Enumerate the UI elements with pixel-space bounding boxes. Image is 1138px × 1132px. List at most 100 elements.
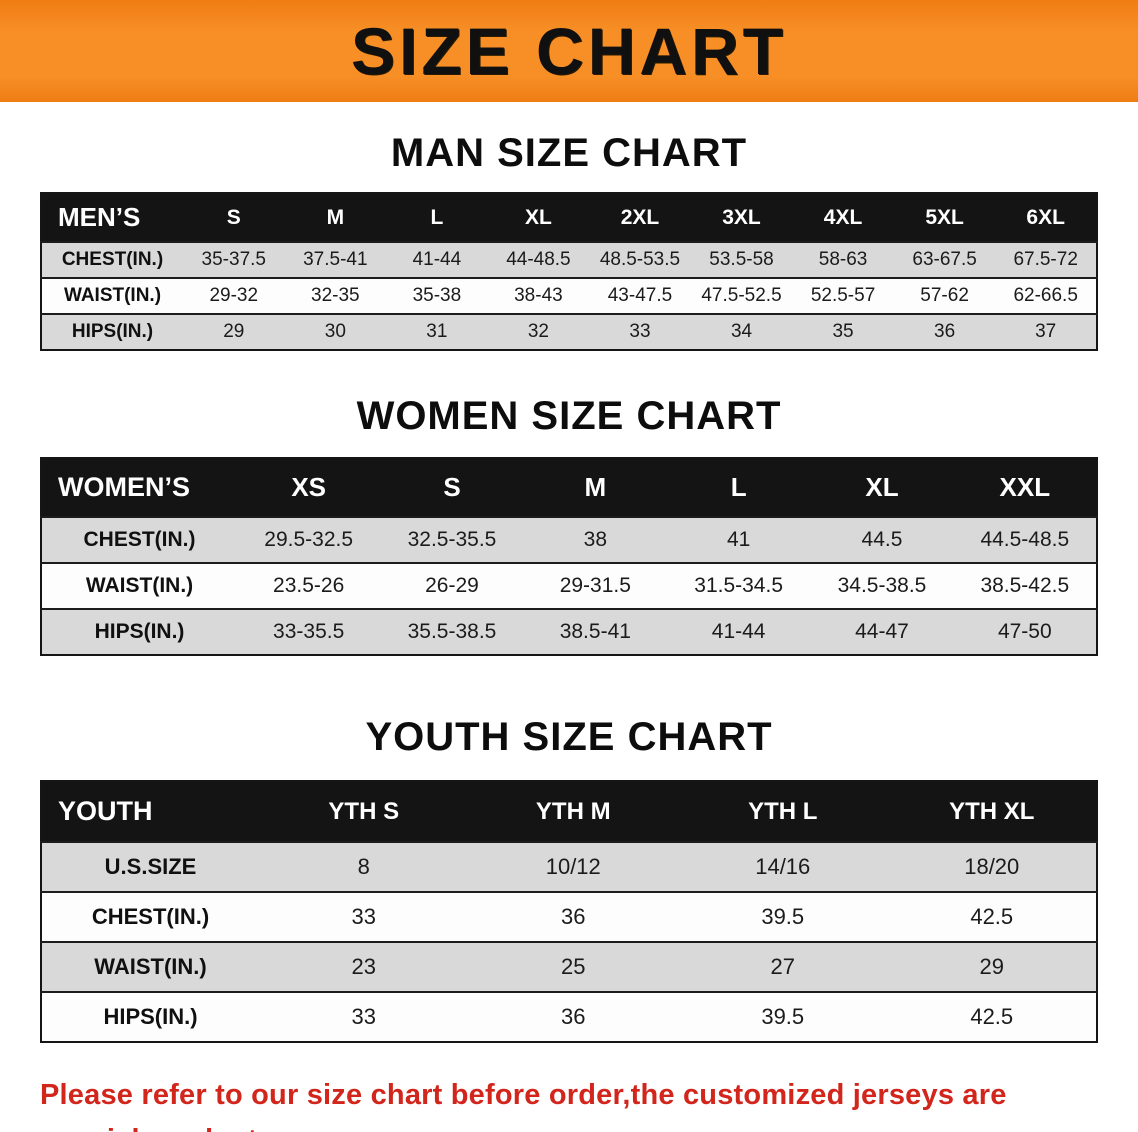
size-column-header: M [523, 458, 667, 517]
size-value: 67.5-72 [1013, 249, 1078, 270]
size-value: 35-37.5 [201, 249, 266, 270]
size-column-header: XL [810, 458, 954, 517]
row-label: HIPS(IN.) [94, 620, 185, 643]
size-value: 48.5-53.5 [599, 249, 681, 270]
size-value: 35.5-38.5 [407, 620, 497, 643]
size-value: 23.5-26 [273, 574, 345, 597]
size-value: 26-29 [425, 574, 479, 597]
measurement-row: HIPS(IN.) 33-35.5 35.5-38.5 38.5-41 41-44 44-… [41, 609, 1097, 655]
measurement-row: CHEST(IN.) 33 36 39.5 42.5 [41, 892, 1097, 942]
size-value: 32.5-35.5 [407, 528, 497, 551]
size-column-header: YTH L [678, 781, 888, 842]
size-value: 34 [730, 321, 753, 342]
size-column-header: 4XL [792, 193, 894, 242]
size-value: 33 [629, 321, 651, 342]
size-column-header: S [183, 193, 285, 242]
size-value: 25 [561, 954, 586, 979]
size-value: 37.5-41 [303, 249, 368, 270]
size-column-header: XL [487, 193, 590, 242]
size-value: 44.5-48.5 [980, 528, 1070, 551]
size-value: 38 [583, 528, 607, 551]
table-header-row: YOUTH YTH S YTH M YTH L YTH XL [41, 781, 1097, 842]
size-value: 32 [527, 321, 549, 342]
youth-size-table: YOUTH YTH S YTH M YTH L YTH XL U.S.SIZE 8 10/12… [40, 780, 1098, 1043]
size-value: 63-67.5 [912, 249, 977, 270]
row-label: U.S.SIZE [104, 854, 197, 879]
men-size-section: MAN SIZE CHART MEN’S S M L XL 2XL 3XL 4XL 5XL 6XL… [0, 130, 1138, 351]
size-value: 38-43 [514, 285, 563, 306]
size-column-header: 3XL [690, 193, 793, 242]
size-value: 33 [351, 904, 376, 929]
size-value: 38.5-41 [559, 620, 631, 643]
page-title: SIZE CHART [351, 14, 787, 88]
size-value: 29-31.5 [559, 574, 631, 597]
size-value: 27 [770, 954, 795, 979]
men-size-table: MEN’S S M L XL 2XL 3XL 4XL 5XL 6XL CHEST(IN.) 35-37… [40, 192, 1098, 351]
size-value: 44.5 [861, 528, 903, 551]
size-value: 42.5 [970, 904, 1014, 929]
row-label: CHEST(IN.) [83, 528, 196, 551]
size-value: 41-44 [711, 620, 766, 643]
size-value: 39.5 [761, 1004, 805, 1029]
size-value: 35-38 [412, 285, 462, 306]
measurement-row: HIPS(IN.) 33 36 39.5 42.5 [41, 992, 1097, 1042]
size-value: 41-44 [412, 249, 462, 270]
size-value: 44-47 [855, 620, 909, 643]
size-value: 29 [979, 954, 1004, 979]
size-value: 57-62 [920, 285, 969, 306]
women-size-section: WOMEN SIZE CHART WOMEN’S XS S M L XL XXL CHEST(… [0, 393, 1138, 656]
measurement-row: WAIST(IN.) 23.5-26 26-29 29-31.5 31.5-34.5 34… [41, 563, 1097, 609]
size-value: 47-50 [997, 620, 1052, 643]
size-value: 33 [351, 1004, 376, 1029]
measurement-row: CHEST(IN.) 29.5-32.5 32.5-35.5 38 41 44.5 44.5… [41, 517, 1097, 563]
size-column-header: L [666, 458, 811, 517]
size-column-header: 2XL [589, 193, 691, 242]
table-title-cell: YOUTH [41, 781, 259, 842]
measurement-row: HIPS(IN.) 29 30 31 32 33 34 35 36 37 [41, 314, 1097, 350]
size-value: 18/20 [964, 854, 1020, 879]
size-column-header: YTH M [468, 781, 678, 842]
size-value: 29-32 [209, 285, 259, 306]
measurement-row: WAIST(IN.) 23 25 27 29 [41, 942, 1097, 992]
youth-size-section: YOUTH SIZE CHART YOUTH YTH S YTH M YTH L YTH… [0, 714, 1138, 1043]
row-label: WAIST(IN.) [85, 574, 194, 597]
size-value: 34.5-38.5 [837, 574, 927, 597]
size-value: 33-35.5 [273, 620, 345, 643]
table-header-row: MEN’S S M L XL 2XL 3XL 4XL 5XL 6XL [41, 193, 1097, 242]
size-value: 36 [561, 904, 586, 929]
size-value: 52.5-57 [810, 285, 876, 306]
size-value: 30 [324, 321, 346, 342]
size-column-header: 5XL [893, 193, 996, 242]
size-column-header: S [380, 458, 524, 517]
size-value: 14/16 [755, 854, 811, 879]
size-value: 38.5-42.5 [980, 574, 1070, 597]
size-value: 47.5-52.5 [701, 285, 782, 306]
footer-note: Please refer to our size chart before or… [40, 1073, 1100, 1132]
size-value: 36 [561, 1004, 586, 1029]
size-value: 32-35 [311, 285, 360, 306]
women-section-heading: WOMEN SIZE CHART [356, 394, 782, 438]
size-value: 29.5-32.5 [264, 528, 354, 551]
size-column-header: XS [237, 458, 381, 517]
row-label: CHEST(IN.) [61, 249, 164, 270]
row-label: HIPS(IN.) [103, 1004, 198, 1029]
size-value: 37 [1035, 321, 1057, 342]
size-value: 23 [351, 954, 376, 979]
measurement-row: CHEST(IN.) 35-37.5 37.5-41 41-44 44-48.5 48.5… [41, 242, 1097, 278]
size-column-header: M [284, 193, 387, 242]
size-column-header: 6XL [995, 193, 1097, 242]
measurement-row: WAIST(IN.) 29-32 32-35 35-38 38-43 43-47.5 47.… [41, 278, 1097, 314]
banner: SIZE CHART [0, 0, 1138, 102]
size-value: 58-63 [818, 249, 868, 270]
size-value: 29 [223, 321, 245, 342]
size-value: 44-48.5 [506, 249, 571, 270]
size-value: 62-66.5 [1013, 285, 1078, 306]
size-value: 31.5-34.5 [694, 574, 784, 597]
row-label: CHEST(IN.) [91, 904, 210, 929]
size-value: 39.5 [761, 904, 805, 929]
row-label: HIPS(IN.) [71, 321, 154, 342]
measurement-row: U.S.SIZE 8 10/12 14/16 18/20 [41, 842, 1097, 892]
size-value: 53.5-58 [709, 249, 774, 270]
size-value: 42.5 [970, 1004, 1014, 1029]
